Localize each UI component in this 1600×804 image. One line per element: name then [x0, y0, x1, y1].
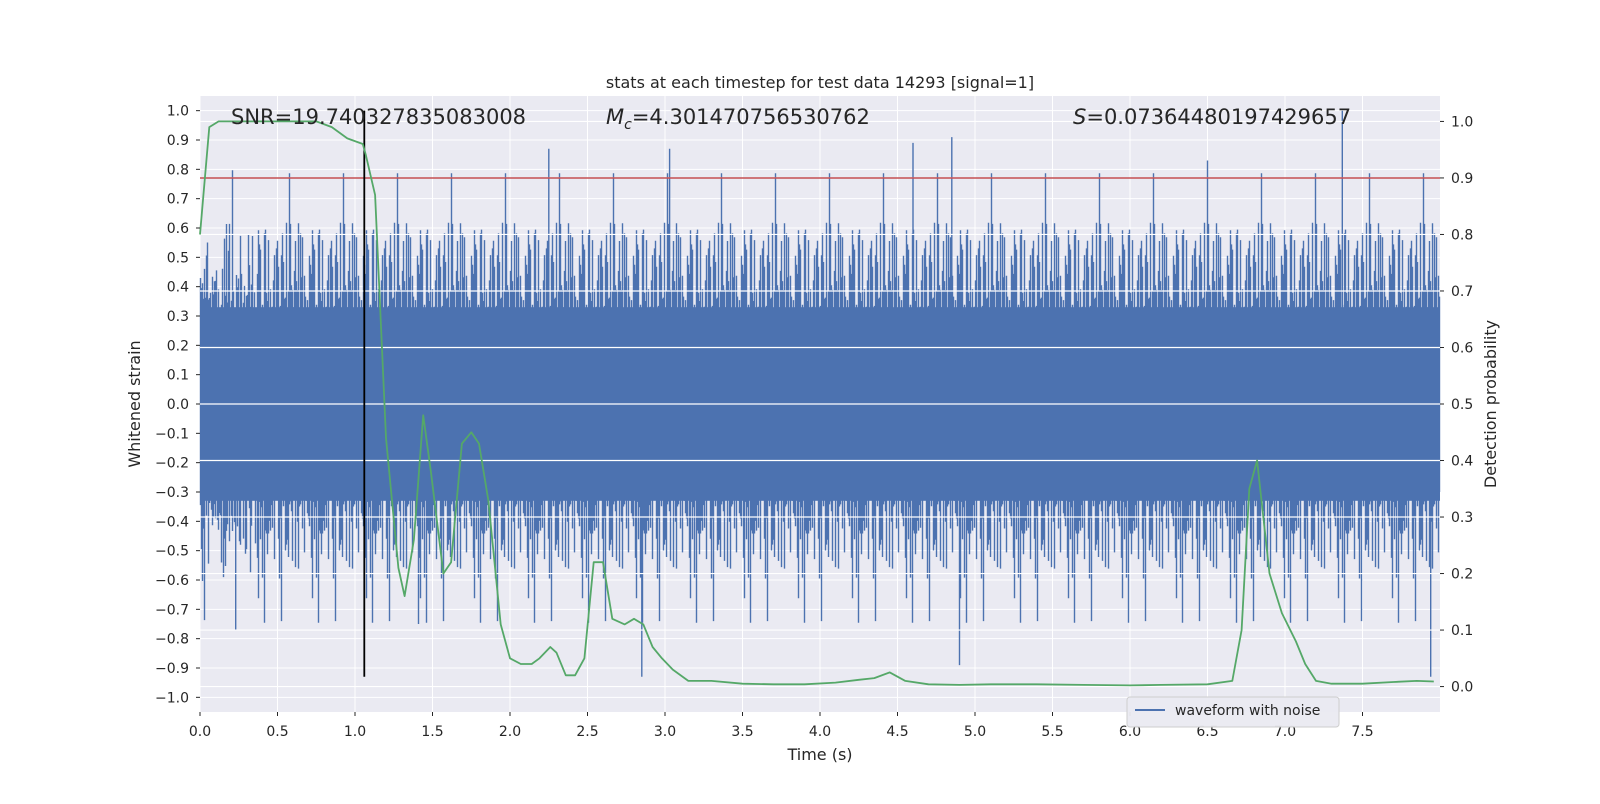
y-left-tick-label: 0.2	[167, 338, 189, 354]
x-tick-label: 0.5	[266, 724, 288, 740]
legend-label: waveform with noise	[1175, 703, 1320, 719]
x-tick-label: 1.5	[421, 724, 443, 740]
y-left-tick-label: 0.3	[167, 309, 189, 325]
y-left-tick-label: 1.0	[167, 104, 189, 120]
y-right-tick-label: 0.0	[1451, 680, 1473, 696]
s-annotation: S=0.07364480197429657	[1073, 105, 1351, 129]
y-right-tick-label: 0.4	[1451, 454, 1473, 470]
y-right-tick-label: 0.2	[1451, 567, 1473, 583]
y-right-tick-label: 0.7	[1451, 284, 1473, 300]
y-left-tick-label: 0.1	[167, 368, 189, 384]
y-right-tick-label: 0.9	[1451, 171, 1473, 187]
s-symbol: S	[1073, 105, 1086, 129]
chirp-mass-subscript: c	[624, 117, 632, 133]
y-left-tick-label: −0.5	[155, 544, 189, 560]
x-tick-label: 1.0	[344, 724, 366, 740]
y-left-tick-label: −0.7	[155, 602, 189, 618]
y-right-tick-label: 0.5	[1451, 397, 1473, 413]
tick-labels: 0.0 0.5 1.0 1.5 2.0 2.5 3.0 3.5 4.0 4.5 5.0 5.5 6.0 6…	[155, 104, 1473, 740]
chirp-mass-value: =4.301470756530762	[632, 105, 870, 129]
x-axis-label: Time (s)	[786, 745, 852, 764]
y-left-tick-label: −0.1	[155, 426, 189, 442]
x-tick-label: 7.5	[1351, 724, 1373, 740]
y-left-tick-label: 0.9	[167, 133, 189, 149]
x-tick-label: 6.5	[1196, 724, 1218, 740]
x-tick-label: 7.0	[1274, 724, 1296, 740]
legend-box	[1126, 696, 1340, 728]
y-right-tick-label: 0.6	[1451, 340, 1473, 356]
chirp-mass-annotation: Mc=4.301470756530762	[606, 105, 870, 133]
y-right-tick-label: 0.1	[1451, 623, 1473, 639]
y-left-tick-label: 0.6	[167, 221, 189, 237]
x-tick-label: 5.5	[1041, 724, 1063, 740]
y-left-tick-label: −1.0	[155, 690, 189, 706]
y-axis-label-right: Detection probability	[1481, 320, 1500, 488]
legend: waveform with noise	[1126, 696, 1340, 728]
s-value: =0.07364480197429657	[1086, 105, 1351, 129]
x-tick-label: 2.5	[576, 724, 598, 740]
y-axis-label-left: Whitened strain	[125, 340, 144, 467]
y-left-tick-label: 0.5	[167, 250, 189, 266]
x-tick-label: 4.0	[809, 724, 831, 740]
y-left-tick-label: −0.4	[155, 514, 189, 530]
y-right-tick-label: 0.8	[1451, 227, 1473, 243]
y-right-tick-label: 1.0	[1451, 114, 1473, 130]
overlay-group	[199, 110, 1440, 688]
y-left-tick-label: −0.2	[155, 456, 189, 472]
x-tick-label: 4.5	[886, 724, 908, 740]
chart-title: stats at each timestep for test data 142…	[606, 73, 1034, 92]
x-tick-label: 5.0	[964, 724, 986, 740]
y-right-tick-label: 0.3	[1451, 510, 1473, 526]
x-tick-label: 6.0	[1119, 724, 1141, 740]
y-left-tick-label: 0.4	[167, 280, 189, 296]
x-tick-label: 3.0	[654, 724, 676, 740]
x-tick-label: 2.0	[499, 724, 521, 740]
x-tick-label: 0.0	[189, 724, 211, 740]
y-left-tick-label: 0.7	[167, 192, 189, 208]
y-left-tick-label: 0.8	[167, 162, 189, 178]
y-left-tick-label: −0.8	[155, 632, 189, 648]
detection-probability-line	[199, 120, 1434, 687]
y-left-tick-label: −0.9	[155, 661, 189, 677]
y-left-tick-label: −0.3	[155, 485, 189, 501]
x-tick-label: 3.5	[731, 724, 753, 740]
y-left-tick-label: 0.0	[167, 397, 189, 413]
snr-annotation: SNR=19.740327835083008	[231, 105, 526, 129]
chirp-mass-symbol: M	[606, 105, 624, 129]
y-left-tick-label: −0.6	[155, 573, 189, 589]
